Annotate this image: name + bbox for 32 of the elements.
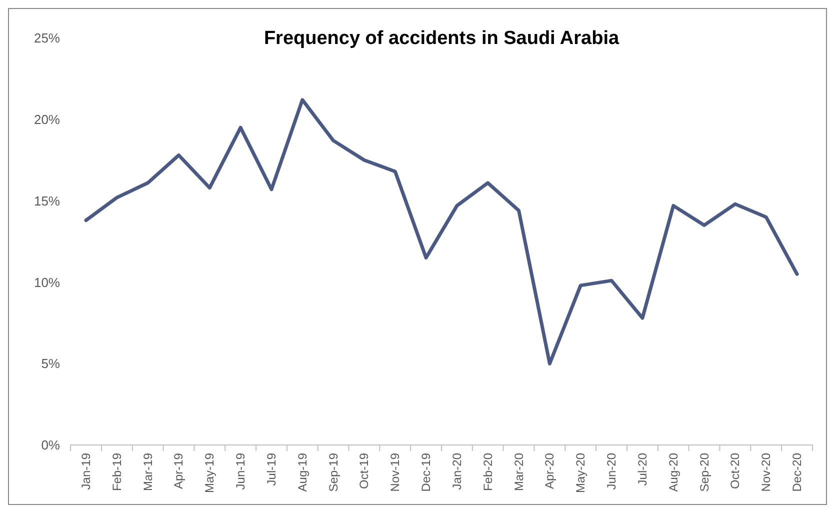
x-tick-label: Jun-19: [234, 452, 248, 490]
x-tick-label: Aug-19: [295, 452, 310, 492]
x-tick-label: Mar-19: [140, 452, 155, 492]
x-tick-label: Apr-20: [542, 452, 557, 490]
x-tick-label: Feb-20: [480, 452, 495, 492]
x-tick-label: Jun-20: [604, 452, 619, 490]
x-tick-label: Oct-20: [728, 452, 742, 490]
y-tick-label: 20%: [34, 112, 60, 127]
x-tick-label: Nov-20: [759, 452, 774, 492]
x-tick-label: May-20: [574, 452, 588, 494]
x-tick-label: Apr-19: [172, 452, 186, 490]
y-tick-label: 0%: [41, 438, 60, 453]
y-tick-label: 10%: [34, 274, 60, 290]
x-tick-label: Sep-20: [697, 452, 712, 492]
x-tick-label: Aug-20: [666, 452, 680, 492]
x-tick-label: Jul-20: [635, 452, 650, 486]
line-series: [84, 98, 799, 366]
x-tick-label: Sep-19: [326, 452, 340, 492]
y-tick-label: 15%: [34, 193, 60, 208]
x-tick-label: Jan-19: [79, 452, 93, 490]
x-tick-label: Feb-19: [110, 452, 124, 492]
y-tick-label: 5%: [41, 356, 60, 372]
x-tick-label: Dec-19: [419, 452, 434, 492]
y-tick-label: 25%: [34, 30, 60, 46]
x-tick-label: Mar-20: [512, 452, 526, 492]
chart-title: Frequency of accidents in Saudi Arabia: [264, 28, 620, 49]
x-tick-label: Dec-20: [790, 452, 804, 492]
x-tick-label: Oct-19: [357, 452, 372, 490]
x-tick-label: Jan-20: [450, 452, 464, 490]
x-tick-label: Jul-19: [264, 452, 278, 486]
x-tick-label: May-19: [202, 452, 217, 494]
x-tick-label: Nov-19: [388, 452, 402, 492]
